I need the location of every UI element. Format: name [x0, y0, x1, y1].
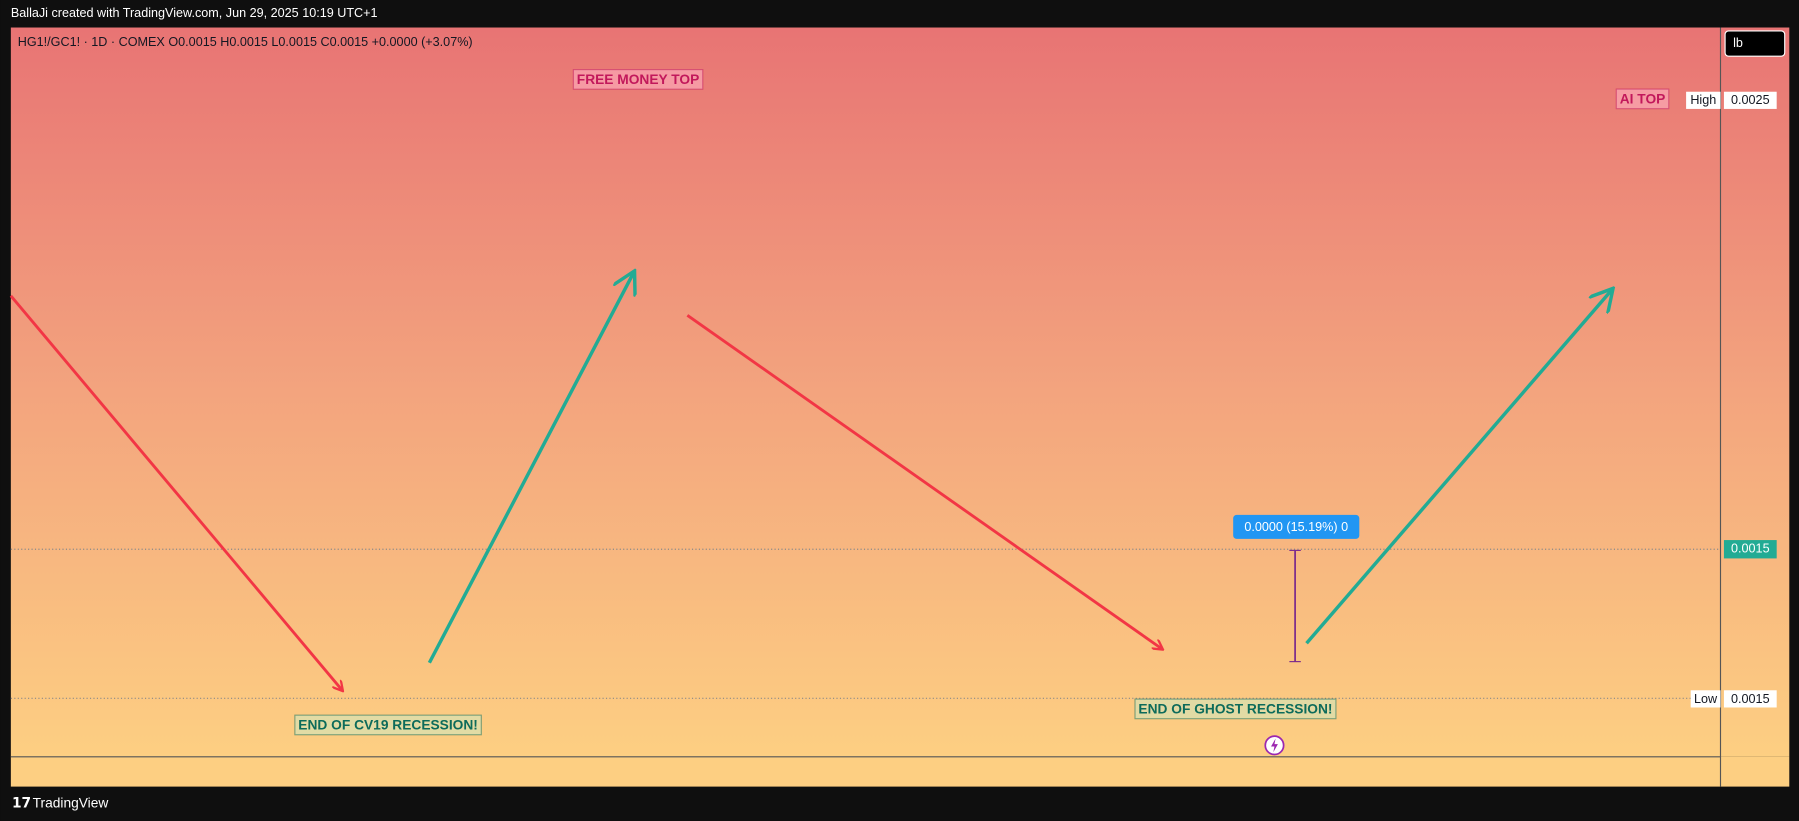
low-price-box: [1723, 690, 1777, 708]
plot-area: [10, 27, 1721, 757]
unit-button[interactable]: [1724, 30, 1786, 57]
measure-label: 0.0000 (15.19%) 0: [1244, 520, 1348, 534]
measure-box: [1233, 514, 1360, 539]
low-price: 0.0015: [1731, 692, 1770, 706]
annotation-box: [1134, 698, 1337, 720]
low-label-box: [1690, 690, 1721, 708]
last-price-box: [1723, 540, 1777, 559]
high-price: 0.0025: [1731, 93, 1770, 107]
unit-button-label: lb: [1733, 36, 1743, 50]
annotation-box: [1615, 88, 1670, 110]
annotation-box: [572, 69, 704, 90]
price-axis: [1720, 27, 1790, 757]
high-price-box: [1723, 91, 1777, 109]
brand-logo: 𝟭𝟳: [12, 795, 31, 810]
event-icon-bolt: [1271, 738, 1278, 753]
symbol-legend: HG1!/GC1! · 1D · COMEX O0.0015 H0.0015 L…: [18, 35, 473, 49]
credit: BallaJi created with TradingView.com, Ju…: [11, 6, 378, 20]
annotation: AI TOP: [1620, 91, 1666, 106]
trend-arrow: [9, 294, 342, 690]
last-price: 0.0015: [1731, 542, 1770, 556]
trend-arrow: [686, 314, 1162, 649]
time-axis: [10, 756, 1790, 787]
high-label-box: [1686, 91, 1721, 109]
annotation-box: [294, 714, 482, 736]
low-label: Low: [1694, 692, 1718, 706]
annotation: FREE MONEY TOP: [577, 72, 700, 87]
brand: TradingView: [33, 795, 109, 810]
trend-arrow: [1305, 290, 1612, 645]
annotation: END OF CV19 RECESSION!: [298, 717, 478, 732]
trend-arrow: [427, 273, 633, 664]
annotation: END OF GHOST RECESSION!: [1138, 701, 1332, 716]
high-label: High: [1690, 93, 1716, 107]
